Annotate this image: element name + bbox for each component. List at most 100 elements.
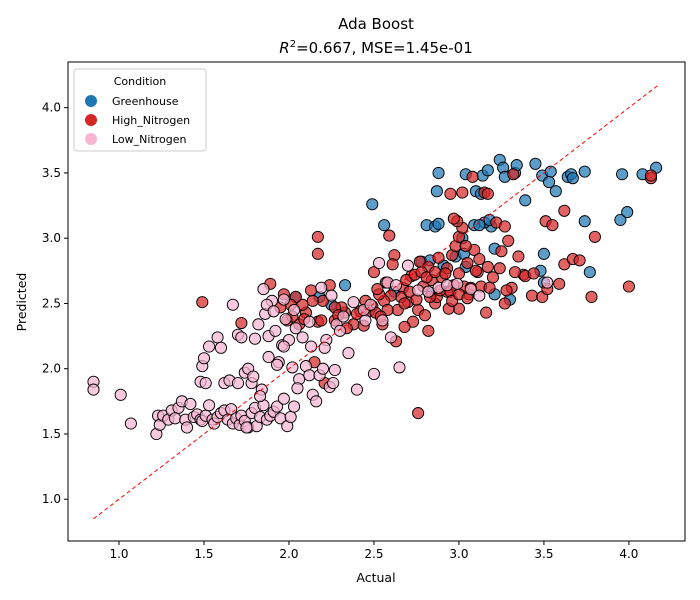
point-low-nitrogen	[87, 383, 100, 396]
point-greenhouse	[378, 219, 391, 232]
point-low-nitrogen	[284, 410, 297, 424]
y-tick-label: 1.0	[42, 492, 61, 506]
plot-frame	[67, 61, 686, 542]
point-low-nitrogen	[269, 324, 282, 337]
point-low-nitrogen	[277, 340, 290, 353]
point-high-nitrogen	[525, 289, 539, 302]
point-high-nitrogen	[573, 254, 586, 267]
y-tick-label: 2.0	[42, 362, 61, 376]
point-high-nitrogen	[429, 266, 442, 279]
x-tick-label: 4.0	[619, 547, 638, 561]
point-high-nitrogen	[498, 297, 511, 310]
point-greenhouse	[616, 168, 629, 181]
point-low-nitrogen	[310, 395, 323, 408]
x-tick-label: 3.5	[534, 547, 553, 561]
point-high-nitrogen	[311, 247, 324, 260]
point-low-nitrogen	[211, 331, 224, 344]
point-high-nitrogen	[383, 229, 396, 242]
point-greenhouse	[614, 213, 627, 226]
point-low-nitrogen	[316, 362, 330, 375]
point-high-nitrogen	[493, 262, 506, 275]
point-low-nitrogen	[384, 331, 397, 344]
legend-box	[73, 68, 207, 152]
point-low-nitrogen	[367, 367, 381, 380]
y-tick-label: 1.5	[42, 427, 61, 441]
chart-subtitle: R2=0.667, MSE=1.45e-01	[279, 39, 473, 57]
point-high-nitrogen	[527, 267, 540, 280]
y-axis-label: Predicted	[14, 273, 29, 332]
point-low-nitrogen	[180, 421, 194, 434]
legend-marker-low-nitrogen	[85, 133, 97, 145]
point-high-nitrogen	[371, 283, 384, 296]
point-high-nitrogen	[305, 284, 318, 297]
point-low-nitrogen	[114, 388, 127, 401]
point-low-nitrogen	[235, 331, 248, 344]
point-greenhouse	[430, 185, 443, 198]
y-tick-label: 3.0	[42, 231, 61, 245]
point-low-nitrogen	[277, 293, 290, 306]
point-low-nitrogen	[169, 412, 182, 425]
point-high-nitrogen	[507, 168, 520, 181]
legend: Condition Greenhouse High_Nitrogen Low_N…	[73, 68, 207, 152]
point-greenhouse	[621, 206, 634, 219]
point-high-nitrogen	[553, 277, 566, 290]
point-low-nitrogen	[226, 298, 239, 311]
point-high-nitrogen	[480, 306, 493, 319]
point-high-nitrogen	[439, 267, 452, 280]
point-high-nitrogen	[412, 407, 425, 420]
point-high-nitrogen	[459, 239, 472, 253]
point-greenhouse	[549, 185, 562, 198]
point-high-nitrogen	[418, 309, 431, 322]
point-high-nitrogen	[466, 170, 479, 183]
point-high-nitrogen	[386, 258, 399, 271]
point-greenhouse	[542, 176, 556, 189]
point-low-nitrogen	[401, 259, 414, 272]
point-low-nitrogen	[473, 289, 486, 302]
x-tick-label: 1.5	[194, 547, 213, 561]
point-greenhouse	[519, 194, 532, 207]
point-low-nitrogen	[303, 369, 316, 382]
point-low-nitrogen	[315, 281, 328, 294]
point-low-nitrogen	[318, 341, 331, 354]
y-tick-label: 3.5	[42, 166, 61, 180]
point-low-nitrogen	[296, 331, 309, 344]
point-low-nitrogen	[327, 377, 340, 390]
point-low-nitrogen	[288, 303, 301, 317]
point-greenhouse	[529, 157, 542, 170]
point-high-nitrogen	[315, 314, 328, 327]
chart-title: Ada Boost	[338, 15, 414, 33]
point-high-nitrogen	[495, 245, 508, 258]
point-high-nitrogen	[196, 296, 209, 309]
point-high-nitrogen	[456, 186, 469, 199]
point-high-nitrogen	[585, 290, 598, 303]
point-greenhouse	[566, 172, 579, 185]
x-tick-label: 1.0	[109, 547, 128, 561]
point-high-nitrogen	[469, 264, 482, 277]
point-high-nitrogen	[367, 266, 381, 279]
point-greenhouse	[432, 217, 445, 230]
point-low-nitrogen	[291, 382, 304, 395]
subtitle-metrics: =0.667, MSE=1.45e-01	[296, 39, 473, 57]
point-greenhouse	[339, 279, 352, 292]
point-low-nitrogen	[262, 350, 275, 364]
point-high-nitrogen	[508, 266, 522, 279]
point-low-nitrogen	[376, 314, 389, 327]
point-high-nitrogen	[422, 324, 435, 337]
point-high-nitrogen	[306, 294, 319, 307]
point-high-nitrogen	[398, 320, 411, 334]
point-low-nitrogen	[305, 340, 318, 353]
point-low-nitrogen	[342, 347, 355, 360]
y-axis-ticks: 1.0 1.5 2.0 2.5 3.0 3.5 4.0	[42, 101, 68, 506]
subtitle-r2-exponent: 2	[290, 39, 296, 50]
point-high-nitrogen	[444, 187, 457, 200]
point-greenhouse	[578, 165, 591, 178]
point-high-nitrogen	[644, 169, 658, 182]
point-low-nitrogen	[247, 370, 260, 383]
point-low-nitrogen	[199, 377, 212, 390]
point-low-nitrogen	[412, 284, 425, 297]
x-axis-ticks: 1.0 1.5 2.0 2.5 3.0 3.5 4.0	[109, 541, 638, 561]
y-tick-label: 4.0	[42, 101, 61, 115]
point-high-nitrogen	[622, 280, 635, 293]
point-greenhouse	[473, 219, 486, 232]
x-tick-label: 2.0	[279, 547, 298, 561]
